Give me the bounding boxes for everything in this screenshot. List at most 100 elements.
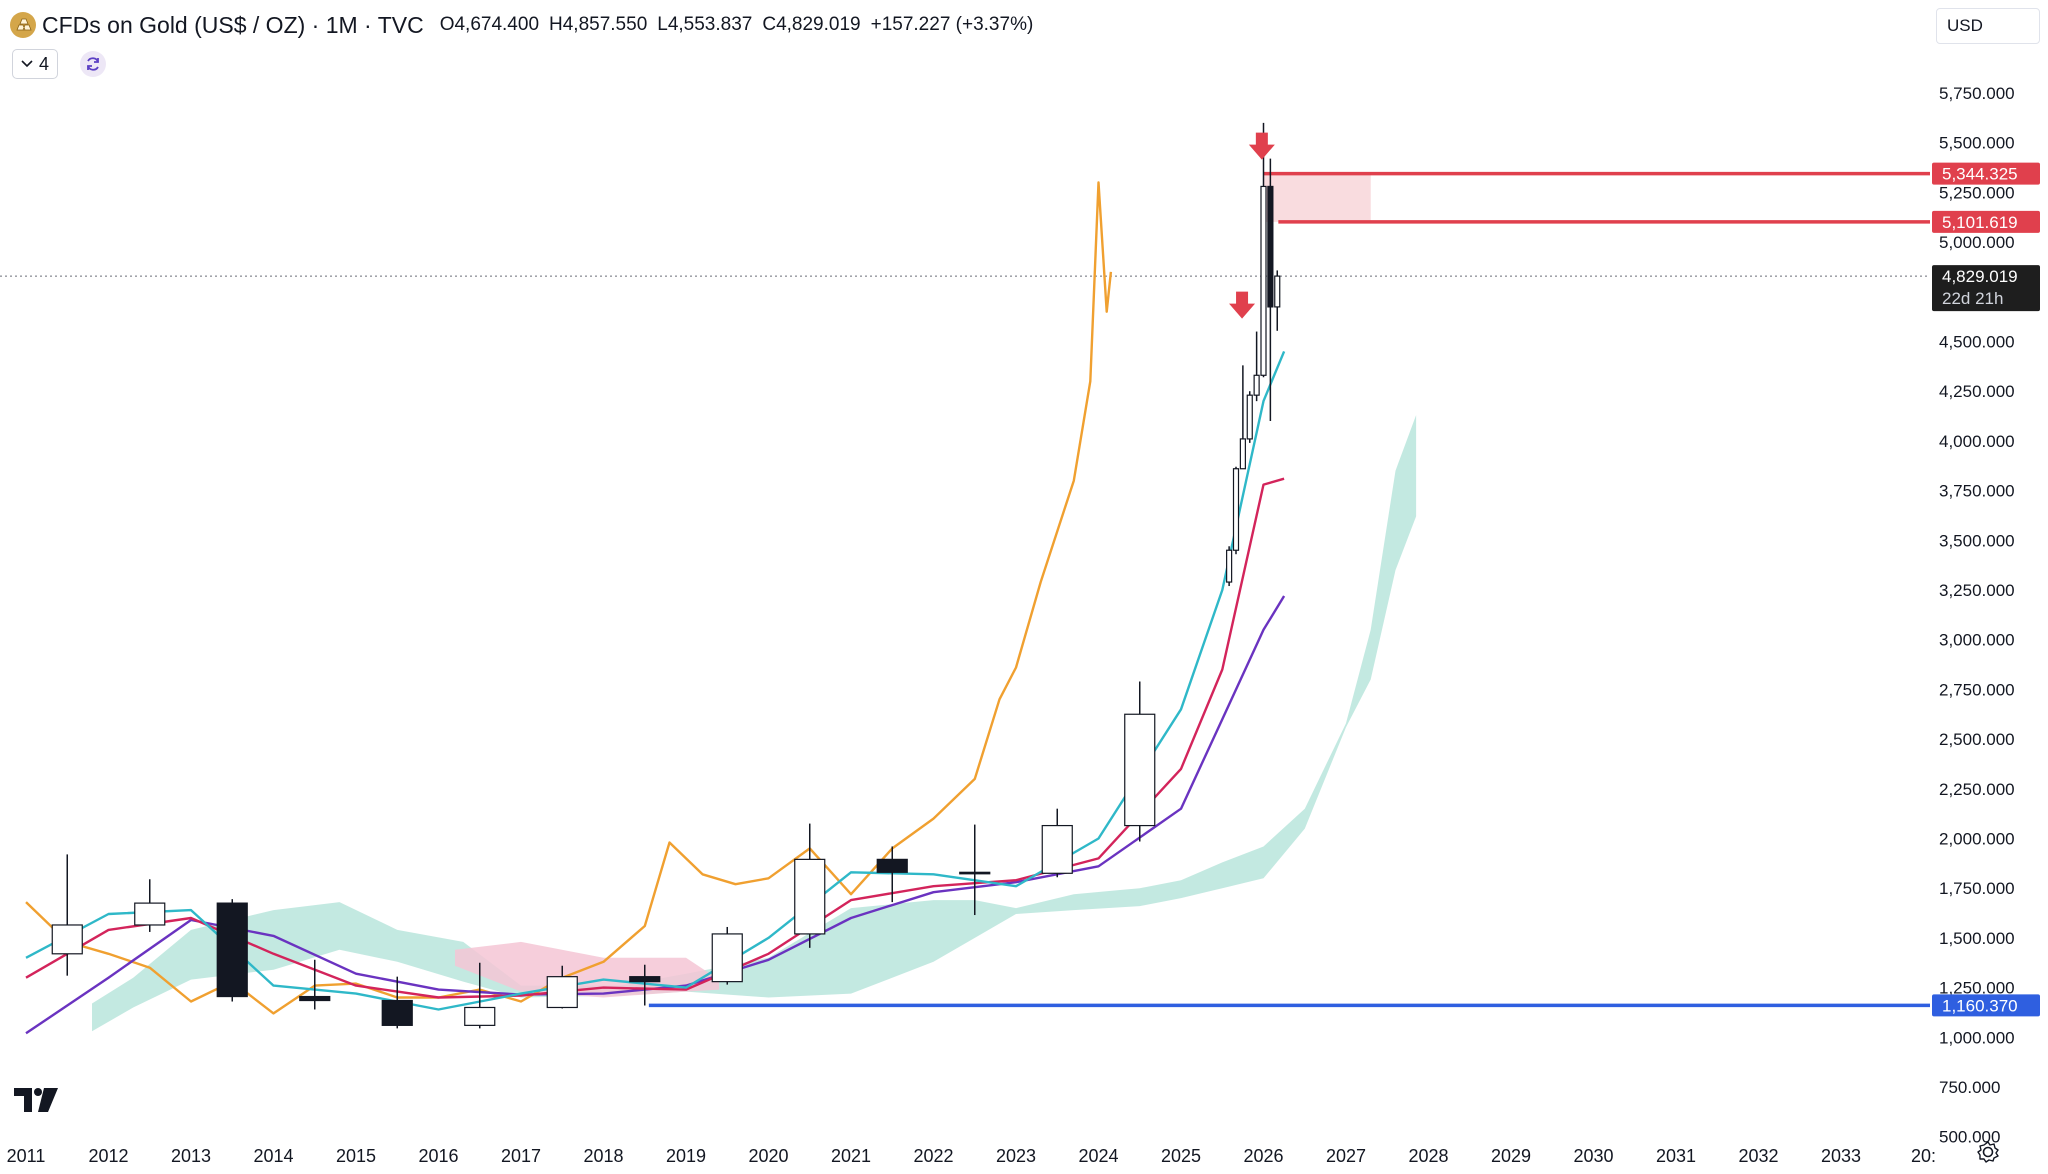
candle-2026-01[interactable] [1260,185,1267,376]
price-axis-tick: 5,500.000 [1939,134,2015,153]
price-axis-tick: 1,000.000 [1939,1028,2015,1047]
candle-2013[interactable] [216,902,248,998]
time-axis-tick: 2014 [253,1146,293,1166]
price-axis-tick: 500.000 [1939,1128,2000,1147]
price-label-text-last-price: 4,829.019 [1942,267,2018,286]
candle-2026-03[interactable] [1274,275,1281,308]
time-axis-tick: 2021 [831,1146,871,1166]
price-axis-tick: 5,750.000 [1939,84,2015,103]
candle-2025-09[interactable] [1232,468,1240,551]
price-label-resistance-low[interactable] [1932,210,2040,233]
tenkan-sen-line [25,350,1286,1011]
price-label-text-support: 1,160.370 [1942,996,2018,1015]
price-axis-tick: 2,750.000 [1939,680,2015,699]
open-value: O4,674.400 [439,14,540,35]
time-axis-tick: 2020 [748,1146,788,1166]
chevron-down-icon [21,60,33,68]
candle-2012[interactable] [134,902,166,926]
symbol-header: CFDs on Gold (US$ / OZ) · 1M · TVC O4,67… [10,10,1033,40]
kijun-sen-line [25,477,1285,999]
symbol-title[interactable]: CFDs on Gold (US$ / OZ) · 1M · TVC [42,11,424,38]
time-axis-tick: 2023 [996,1146,1036,1166]
price-label-text-resistance-high: 5,344.325 [1942,165,2018,184]
resistance-zone[interactable] [1263,173,1371,222]
price-axis-tick: 1,500.000 [1939,929,2015,948]
price-label-text-resistance-low: 5,101.619 [1942,213,2018,232]
candle-2022[interactable] [959,871,991,875]
time-axis-tick: 2032 [1738,1146,1778,1166]
price-axis-tick: 3,000.000 [1939,631,2015,650]
time-axis-tick: 2033 [1821,1146,1861,1166]
price-axis-tick: 3,500.000 [1939,531,2015,550]
candle-2014[interactable] [299,995,331,1002]
indicator-row: 4 [12,49,107,79]
time-axis-tick: 2012 [88,1146,128,1166]
settings-icon[interactable] [1976,1140,2000,1169]
candle-2025-10[interactable] [1239,438,1246,470]
candle-2018[interactable] [629,976,661,983]
tradingview-logo-icon[interactable] [14,1088,60,1119]
time-axis-tick: 2016 [418,1146,458,1166]
candle-2019[interactable] [711,933,743,983]
candle-2024[interactable] [1124,713,1156,827]
price-axis-tick: 2,250.000 [1939,780,2015,799]
refresh-icon[interactable] [80,51,107,77]
change-value: +157.227 (+3.37%) [870,14,1034,35]
high-value: H4,857.550 [549,14,648,35]
time-axis-tick: 2017 [501,1146,541,1166]
candle-2025-12[interactable] [1253,374,1260,396]
candle-2025-11[interactable] [1246,394,1253,440]
time-axis-tick: 2015 [336,1146,376,1166]
currency-label: USD [1947,16,1983,35]
time-axis-tick: 2028 [1408,1146,1448,1166]
price-axis-tick: 4,000.000 [1939,432,2015,451]
candle-2020[interactable] [794,858,826,935]
time-axis-tick: 2013 [171,1146,211,1166]
time-axis-tick: 2029 [1491,1146,1531,1166]
time-axis-tick: 2022 [913,1146,953,1166]
price-axis-tick: 4,250.000 [1939,382,2015,401]
gold-symbol-icon[interactable] [10,12,36,38]
ichimoku-cloud-bullish [92,415,1417,1032]
time-axis-tick: 2018 [583,1146,623,1166]
price-axis-tick: 2,500.000 [1939,730,2015,749]
axes: 5,750.0005,500.0005,250.0005,000.0004,75… [7,84,2040,1166]
down-arrow-marker[interactable] [1248,132,1275,160]
plot-area[interactable] [0,122,1930,1035]
currency-selector[interactable]: USD [1936,8,2040,44]
price-axis-tick: 1,750.000 [1939,879,2015,898]
down-arrow-marker[interactable] [1229,291,1256,319]
time-axis-tick: 2019 [666,1146,706,1166]
ohlc-values: O4,674.400 H4,857.550 L4,553.837 C4,829.… [440,14,1034,36]
time-axis-tick: 2030 [1573,1146,1613,1166]
candle-2017[interactable] [546,976,578,1009]
time-axis-tick: 2024 [1078,1146,1118,1166]
indicators-toggle[interactable]: 4 [12,49,59,79]
close-value: C4,829.019 [762,14,861,35]
price-label-resistance-high[interactable] [1932,162,2040,185]
bar-countdown-label: 22d 21h [1942,289,2003,308]
time-axis-tick: 2026 [1243,1146,1283,1166]
candle-2011[interactable] [51,924,83,955]
time-axis-tick: 2027 [1326,1146,1366,1166]
candle-2015[interactable] [381,999,413,1026]
price-axis-tick: 1,250.000 [1939,979,2015,998]
price-axis-tick: 5,250.000 [1939,183,2015,202]
price-axis-tick: 4,500.000 [1939,333,2015,352]
candle-2026-02[interactable] [1267,185,1274,308]
low-value: L4,553.837 [657,14,753,35]
candle-2025-08[interactable] [1226,549,1233,583]
time-axis-tick: 2011 [7,1146,46,1166]
candle-2016[interactable] [464,1006,496,1026]
price-label-last-price[interactable] [1932,265,2040,312]
indicator-count: 4 [39,53,50,74]
price-axis-tick: 5,000.000 [1939,233,2015,252]
candle-2021[interactable] [876,858,908,873]
candle-2023[interactable] [1041,824,1073,874]
time-axis-tick: 2031 [1656,1146,1696,1166]
price-axis-tick: 2,000.000 [1939,830,2015,849]
price-label-support[interactable] [1932,994,2040,1017]
price-axis-tick: 750.000 [1939,1078,2000,1097]
price-axis-tick: 3,250.000 [1939,581,2015,600]
